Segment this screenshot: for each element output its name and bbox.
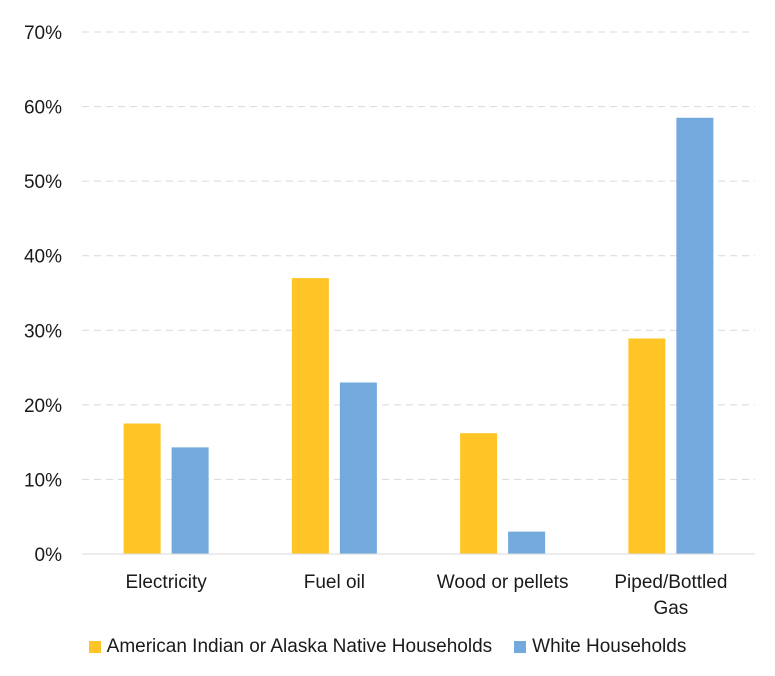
bar-series-1 xyxy=(628,338,666,554)
x-category-label: Electricity xyxy=(125,572,207,593)
legend-swatch-series-2 xyxy=(514,641,527,653)
bar-series-1 xyxy=(460,433,498,554)
bar-series-1 xyxy=(123,423,161,554)
legend: American Indian or Alaska Native Househo… xyxy=(0,636,775,658)
y-tick-label: 60% xyxy=(24,98,62,119)
legend-swatch-series-1 xyxy=(88,641,101,653)
gridlines xyxy=(82,31,755,480)
x-axis-labels: Electricity Fuel oil Wood or pellets Piped/… xyxy=(125,572,727,619)
x-category-label: Fuel oil xyxy=(304,572,365,593)
y-tick-label: 30% xyxy=(24,321,62,342)
bar-series-2 xyxy=(339,382,377,554)
bar-chart: 0% 10% 20% 30% 40% 50% 60% 70% Electricity Fuel … xyxy=(24,23,755,619)
y-tick-label: 50% xyxy=(24,172,62,193)
bars xyxy=(123,117,714,554)
legend-label-series-1: American Indian or Alaska Native Househo… xyxy=(106,636,493,657)
legend-label-series-2: White Households xyxy=(532,636,687,657)
bar-series-2 xyxy=(171,447,209,554)
bar-series-2 xyxy=(508,531,546,554)
bar-series-2 xyxy=(676,117,714,554)
bar-series-1 xyxy=(291,278,329,554)
y-tick-label: 20% xyxy=(24,396,62,417)
legend-item-series-2: White Households xyxy=(514,636,686,658)
y-tick-label: 40% xyxy=(24,247,62,268)
y-tick-label: 10% xyxy=(24,470,62,491)
y-tick-label: 0% xyxy=(35,545,63,566)
x-category-label: Piped/Bottled Gas xyxy=(614,572,727,619)
y-tick-label: 70% xyxy=(24,23,62,44)
x-category-label: Wood or pellets xyxy=(437,572,569,593)
y-axis-ticks: 0% 10% 20% 30% 40% 50% 60% 70% xyxy=(24,23,62,566)
legend-item-series-1: American Indian or Alaska Native Househo… xyxy=(88,636,493,658)
